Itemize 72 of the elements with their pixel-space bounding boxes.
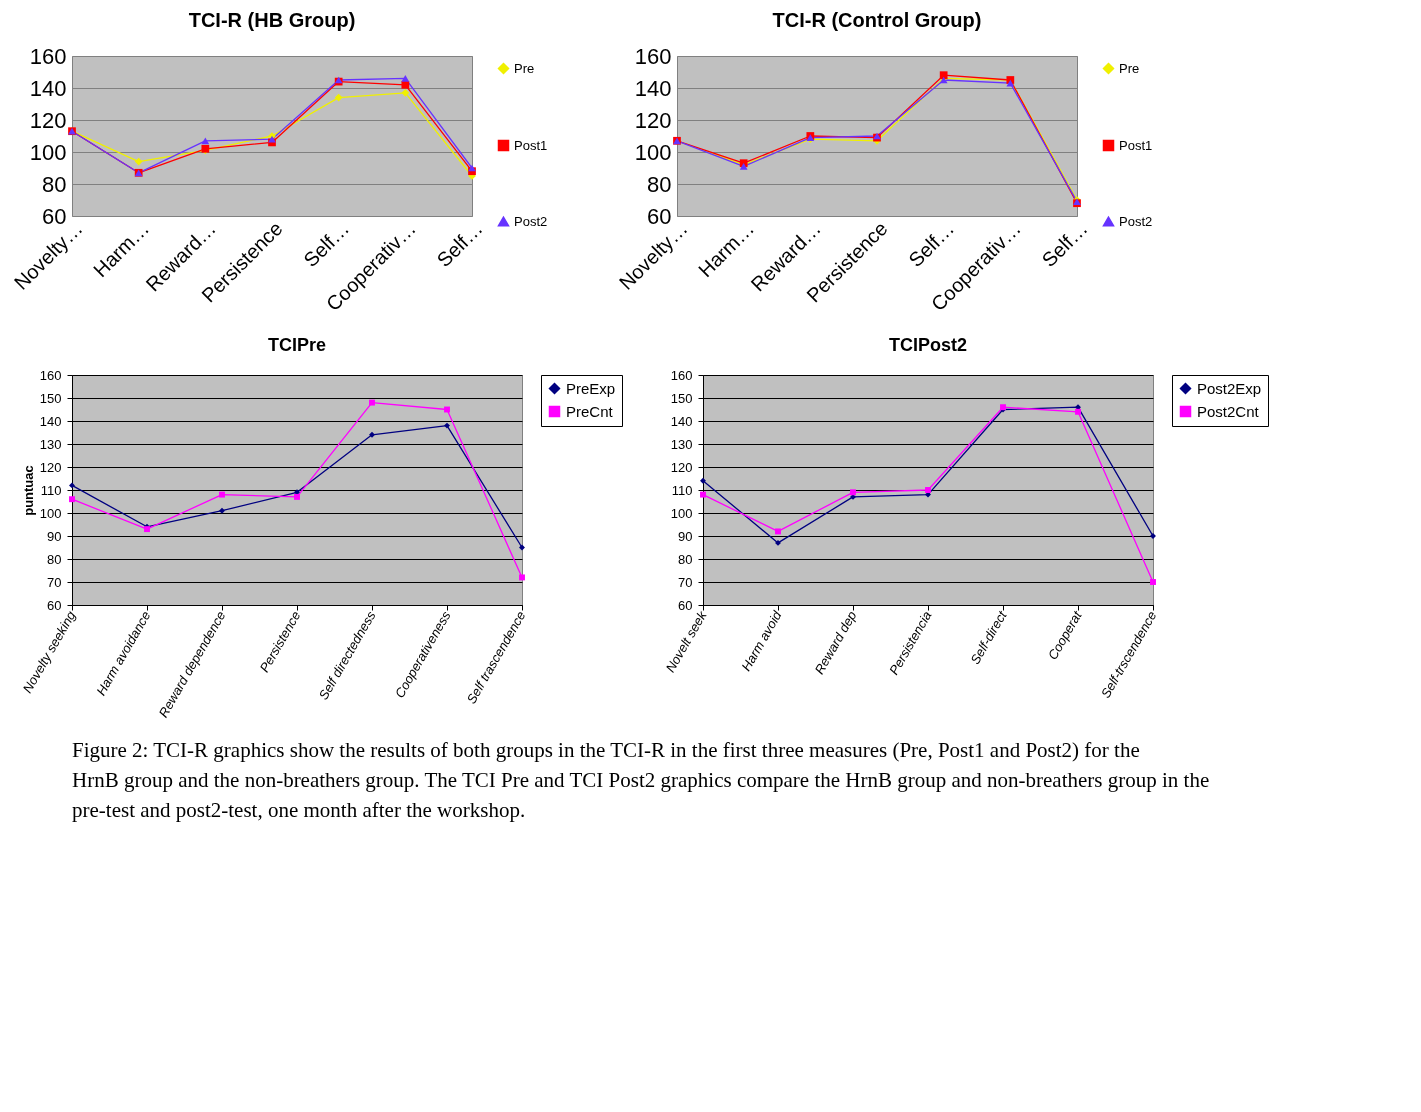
y-tick-label: 90 <box>47 528 62 544</box>
y-tick-label: 100 <box>634 139 672 165</box>
legend-label: Post2Cnt <box>1197 402 1260 420</box>
y-tick-label: 60 <box>678 597 693 613</box>
y-tick-label: 130 <box>670 436 693 452</box>
point <box>369 399 375 406</box>
y-tick-label: 140 <box>634 75 672 101</box>
y-tick-label: 60 <box>647 203 672 229</box>
y-tick-label: 150 <box>39 390 62 406</box>
y-tick-label: 120 <box>29 107 67 133</box>
legend-label: Post2 <box>1119 213 1153 229</box>
y-tick-label: 160 <box>670 367 693 383</box>
y-tick-label: 70 <box>47 574 62 590</box>
y-tick-label: 140 <box>29 75 67 101</box>
y-tick-label: 70 <box>678 574 693 590</box>
y-tick-label: 160 <box>29 43 67 69</box>
y-tick-label: 130 <box>39 436 62 452</box>
point <box>519 544 525 551</box>
y-tick-label: 120 <box>634 107 672 133</box>
point <box>401 88 410 97</box>
legend-label: Post2 <box>514 213 548 229</box>
y-tick-label: 150 <box>670 390 693 406</box>
y-tick-label: 110 <box>671 482 693 498</box>
legend-label: Pre <box>1119 60 1140 76</box>
point <box>334 93 343 102</box>
point <box>700 477 706 484</box>
point <box>444 422 450 429</box>
y-tick-label: 140 <box>670 413 693 429</box>
point <box>925 487 931 493</box>
y-tick-label: 90 <box>678 528 693 544</box>
chart-title: TCI-R (Control Group) <box>772 9 982 31</box>
point <box>134 157 143 166</box>
point <box>775 539 781 546</box>
legend-label: Post1 <box>514 137 548 153</box>
point <box>1150 579 1156 585</box>
point <box>850 489 856 496</box>
chart-title: TCIPre <box>267 335 327 355</box>
y-tick-label: 80 <box>647 171 672 197</box>
y-tick-label: 60 <box>42 203 67 229</box>
point <box>401 75 410 82</box>
y-tick-label: 80 <box>42 171 67 197</box>
point <box>519 574 525 581</box>
point <box>69 496 75 503</box>
legend-label: Post2Exp <box>1197 379 1262 397</box>
point <box>219 507 225 514</box>
legend-label: PreExp <box>566 379 616 397</box>
y-tick-label: 160 <box>39 367 62 383</box>
point <box>219 491 225 498</box>
y-axis-title: puntuac <box>20 465 36 516</box>
legend-label: PreCnt <box>566 402 614 420</box>
y-tick-label: 100 <box>670 505 693 521</box>
y-tick-label: 120 <box>670 459 693 475</box>
y-tick-label: 140 <box>39 413 62 429</box>
y-tick-label: 110 <box>40 482 62 498</box>
y-tick-label: 80 <box>678 551 693 567</box>
y-tick-label: 160 <box>634 43 672 69</box>
point <box>294 493 300 500</box>
caption: Figure 2: TCI-R graphics show the results of both groups in the TCI-R in the first three measures (Pre, Post1 and Post2) for the HrnB group and the non-breathers group. The TCI Pre and TCI Post2 graphics compare the HrnB group and non-breathers group in the pre-test and post2-test, one month after the workshop. <box>72 738 1210 822</box>
legend-label: Pre <box>514 60 535 76</box>
point <box>201 137 210 145</box>
y-tick-label: 60 <box>47 597 62 613</box>
point <box>1075 408 1081 415</box>
point <box>369 431 375 438</box>
y-tick-label: 100 <box>29 139 67 165</box>
chart-title: TCI-R (HB Group) <box>188 9 356 31</box>
point <box>925 491 931 498</box>
point <box>775 528 781 535</box>
y-tick-label: 80 <box>47 551 62 567</box>
chart-title: TCIPost2 <box>888 335 968 355</box>
y-tick-label: 100 <box>39 505 62 521</box>
y-tick-label: 120 <box>39 459 62 475</box>
legend-label: Post1 <box>1119 137 1153 153</box>
